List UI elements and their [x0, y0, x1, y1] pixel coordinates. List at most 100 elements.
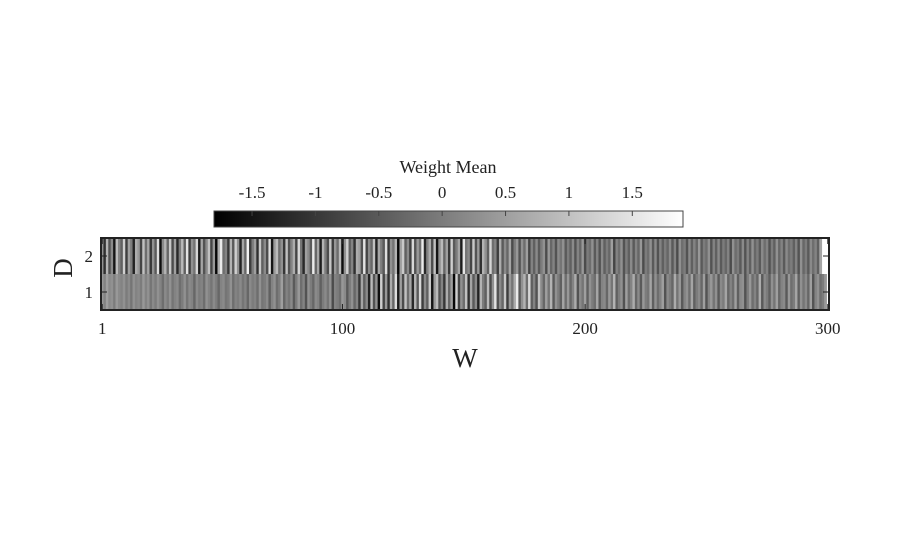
heatmap-cell [819, 274, 823, 311]
heatmap-cell [562, 238, 565, 275]
heatmap-cell [503, 274, 507, 311]
heatmap-cell [804, 274, 808, 311]
heatmap-cell [576, 274, 580, 311]
heatmap-cell [105, 274, 109, 311]
heatmap-cell [166, 274, 170, 311]
heatmap-cell [387, 274, 391, 311]
heatmap-cell [258, 274, 262, 311]
heatmap-cell [625, 238, 628, 275]
heatmap-cell [261, 238, 264, 275]
heatmap-cell [149, 238, 153, 275]
heatmap-cell [125, 274, 129, 311]
heatmap-cell [608, 274, 611, 311]
heatmap-cell [598, 238, 602, 275]
heatmap-cell [188, 274, 192, 311]
heatmap-cell [719, 238, 723, 275]
heatmap-cell [411, 274, 415, 311]
heatmap-cell [491, 274, 495, 311]
heatmap-cell [263, 238, 267, 275]
heatmap-cell [683, 238, 687, 275]
heatmap-cell [261, 274, 264, 311]
heatmap-cell [579, 274, 582, 311]
heatmap-cell [355, 238, 359, 275]
heatmap-cell [477, 238, 480, 275]
heatmap-cell [229, 274, 233, 311]
heatmap-cell [377, 274, 381, 311]
heatmap-cell [222, 238, 226, 275]
heatmap-cell [649, 274, 653, 311]
colorbar-tick-labels: -1.5 -1 -0.5 0 0.5 1 1.5 [239, 183, 643, 202]
heatmap-cell [634, 238, 638, 275]
heatmap-cell [275, 274, 279, 311]
heatmap-cell [406, 238, 410, 275]
heatmap-cell [552, 274, 556, 311]
heatmap-cell [596, 274, 599, 311]
heatmap-cell [394, 274, 398, 311]
heatmap-cell [671, 238, 675, 275]
heatmap-cell [770, 274, 774, 311]
heatmap-cell [627, 274, 631, 311]
heatmap-cell [297, 274, 301, 311]
heatmap-cell [392, 274, 395, 311]
heatmap-cell [173, 274, 177, 311]
heatmap-cell [363, 238, 366, 275]
heatmap-cell [647, 238, 650, 275]
heatmap-cell [428, 238, 432, 275]
heatmap-cell [630, 274, 633, 311]
y-tick-label: 2 [85, 247, 94, 266]
heatmap-cell [564, 274, 568, 311]
heatmap-cell [731, 274, 735, 311]
heatmap-cell [714, 274, 718, 311]
heatmap-cell [547, 238, 551, 275]
heatmap-cell [535, 238, 539, 275]
heatmap-cell [717, 238, 721, 275]
heatmap-cell [455, 238, 459, 275]
heatmap-cell [659, 238, 662, 275]
heatmap-cell [244, 238, 247, 275]
heatmap-cell [685, 238, 689, 275]
heatmap-cell [603, 274, 607, 311]
heatmap-cell [807, 274, 810, 311]
heatmap-cell [496, 274, 500, 311]
heatmap-cell [506, 238, 510, 275]
heatmap-cell [608, 238, 611, 275]
heatmap-cell [370, 274, 374, 311]
heatmap-cell [712, 274, 716, 311]
heatmap-cell [256, 274, 260, 311]
heatmap-cell [384, 274, 388, 311]
heatmap-cell [574, 238, 577, 275]
heatmap-cell [266, 274, 269, 311]
heatmap-cell [253, 274, 257, 311]
heatmap-cell [343, 238, 347, 275]
heatmap-cell [731, 238, 735, 275]
heatmap-cell [511, 274, 514, 311]
heatmap-cell [399, 274, 403, 311]
heatmap-cell [583, 238, 587, 275]
heatmap-cell [108, 238, 112, 275]
heatmap-cell [746, 274, 750, 311]
heatmap-cell [559, 238, 563, 275]
heatmap-cell [763, 238, 767, 275]
heatmap-cell [508, 238, 512, 275]
heatmap-cell [615, 274, 619, 311]
heatmap-cell [768, 238, 772, 275]
heatmap-cell [278, 238, 281, 275]
heatmap-cell [756, 274, 759, 311]
heatmap-cell [414, 238, 417, 275]
heatmap-cell [666, 238, 670, 275]
heatmap-cell [545, 238, 548, 275]
heatmap-cell [702, 274, 706, 311]
heatmap-cell [253, 238, 257, 275]
heatmap-cell [319, 274, 323, 311]
heatmap-cell [431, 274, 434, 311]
heatmap-cell [591, 274, 594, 311]
heatmap-cell [515, 274, 519, 311]
heatmap-cell [338, 238, 342, 275]
heatmap-cell [130, 238, 133, 275]
heatmap-cell [498, 274, 502, 311]
heatmap-cell [266, 238, 269, 275]
heatmap-cell [122, 274, 126, 311]
heatmap-cell [486, 238, 490, 275]
heatmap-cell [452, 274, 456, 311]
heatmap-cell [782, 274, 786, 311]
